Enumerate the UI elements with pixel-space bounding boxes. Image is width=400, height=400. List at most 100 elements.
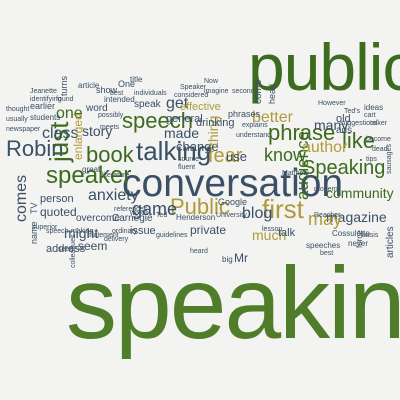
word-great: great xyxy=(82,165,101,174)
word-much: much xyxy=(252,227,287,243)
word-use: use xyxy=(226,149,247,164)
word-effective: effective xyxy=(180,101,221,113)
word-overcome: overcome xyxy=(76,213,120,224)
word-issue: issue xyxy=(130,225,156,237)
word-cossulotto: Cossulotto xyxy=(332,229,370,238)
word-ted: Ted xyxy=(156,212,168,219)
word-cart: cart xyxy=(364,112,376,119)
word-drinking: drinking xyxy=(196,117,235,129)
word-game: game xyxy=(132,199,178,219)
word-thought: thought xyxy=(6,106,30,113)
word-one: one xyxy=(56,105,83,122)
word-however: However xyxy=(318,100,346,107)
word-meets: meets xyxy=(100,124,120,131)
word-speaker: speaker xyxy=(46,162,132,189)
word-enlarged: enlarged xyxy=(71,113,85,160)
word-source: source xyxy=(178,156,200,163)
word-articles: articles xyxy=(385,226,396,258)
word-modern: modern xyxy=(314,186,338,193)
word-robin: Robin xyxy=(6,136,64,161)
word-magazine: magazine xyxy=(326,209,387,225)
word-talker: talker xyxy=(370,120,388,127)
word-considered: considered xyxy=(174,92,209,99)
word-speaker-cap: Speaker xyxy=(180,84,207,91)
word-usually: usually xyxy=(6,116,28,123)
word-delivery: delivery xyxy=(104,236,129,243)
word-talk: talk xyxy=(278,227,296,239)
word-ordinary: ordinary xyxy=(112,228,138,235)
word-word: word xyxy=(86,103,108,114)
word-understand: understand xyxy=(236,132,272,139)
word-never: never xyxy=(348,239,369,248)
word-second: second xyxy=(232,88,255,95)
word-google: Google xyxy=(218,197,248,207)
word-quoted: quoted xyxy=(40,205,77,219)
word-matthew: Matthew xyxy=(282,170,309,177)
word-comes: comes xyxy=(13,174,30,222)
word-mr: Mr xyxy=(234,251,248,265)
word-best: best xyxy=(320,250,334,257)
word-lesson: lesson xyxy=(262,226,283,233)
word-identifying: identifying xyxy=(30,96,62,103)
word-references: references xyxy=(114,206,148,213)
word-know: know xyxy=(264,145,307,165)
word-first: first xyxy=(262,194,304,224)
word-speech: speech xyxy=(122,108,193,133)
word-dead: dead xyxy=(372,146,388,153)
word-get: get xyxy=(166,95,189,112)
word-earlier: earlier xyxy=(30,101,56,111)
word-community: community xyxy=(326,185,394,201)
word-conversation: conversation xyxy=(122,162,344,205)
word-author: author xyxy=(302,139,348,156)
word-individuals: individuals xyxy=(134,90,167,97)
word-ideas: ideas xyxy=(364,103,384,112)
word-public-cap: Public xyxy=(170,194,230,219)
word-guidelines: guidelines xyxy=(156,232,188,239)
word-head: head xyxy=(267,83,277,104)
word-ads: ads xyxy=(336,125,353,136)
word-henderson: Henderson xyxy=(176,213,216,222)
word-basis: basis xyxy=(362,232,379,239)
word-best-2: best xyxy=(110,90,124,97)
word-may: may xyxy=(308,209,343,229)
word-speaking: speaking xyxy=(66,246,400,360)
word-come: come xyxy=(253,79,264,104)
word-now: Now xyxy=(204,78,219,85)
word-tv: TV xyxy=(29,202,39,214)
word-big: big xyxy=(222,255,233,264)
word-jeanette: Jeanette xyxy=(30,88,57,95)
word-seen: seen xyxy=(58,246,74,253)
word-change: change xyxy=(176,139,219,154)
word-one-cap: One xyxy=(118,79,136,89)
word-found: found xyxy=(56,96,74,103)
word-colleagues: colleagues xyxy=(70,234,77,268)
word-old: old xyxy=(336,113,351,125)
word-title: title xyxy=(130,75,143,84)
word-phrase: phrase xyxy=(268,120,336,145)
word-class: class xyxy=(42,125,79,142)
word-statement: statement xyxy=(88,232,119,239)
word-show: show xyxy=(96,85,118,95)
word-article: article xyxy=(78,81,100,90)
word-explains: explains xyxy=(242,122,268,129)
word-speeches: speeches xyxy=(306,241,341,250)
word-public: public xyxy=(248,30,400,104)
word-turns: turns xyxy=(59,75,69,96)
word-book: book xyxy=(86,142,134,167)
word-carnegie: Carnegie xyxy=(112,213,153,224)
word-made: made xyxy=(164,125,200,141)
word-intended: intended xyxy=(104,95,135,104)
word-tips: tips xyxy=(366,156,377,163)
word-reacher: Reacher xyxy=(314,212,341,219)
word-fear: fear xyxy=(208,145,243,167)
word-fluent: fluent xyxy=(178,164,196,171)
word-talking: talking xyxy=(136,136,212,166)
word-university: University xyxy=(216,212,247,219)
word-students: students xyxy=(30,113,61,122)
word-might: might xyxy=(64,225,99,241)
word-person: person xyxy=(40,193,74,205)
word-speak: speak xyxy=(134,99,161,110)
word-newspaper: newspaper xyxy=(6,126,41,133)
word-private: private xyxy=(190,223,227,237)
